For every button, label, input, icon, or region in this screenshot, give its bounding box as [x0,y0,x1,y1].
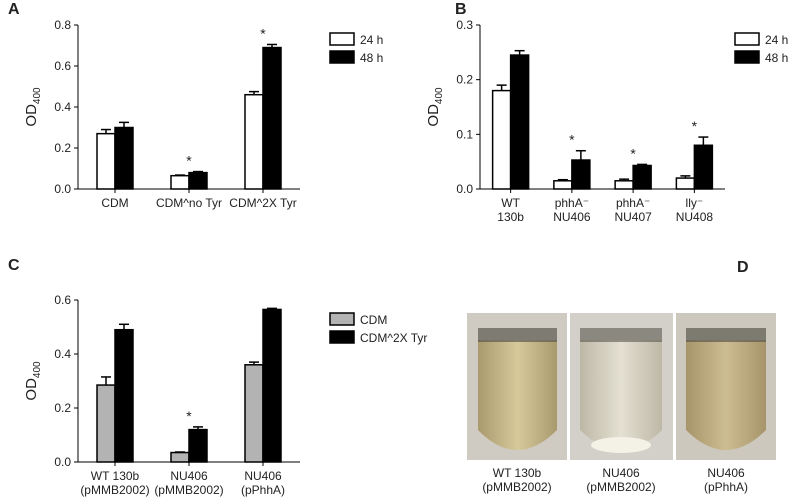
bar [553,180,573,190]
bar [188,428,208,463]
x-tick-label: NU406 [244,469,282,483]
y-tick-label: 0.2 [456,73,473,87]
legend-swatch [329,50,355,64]
y-axis-label-main: OD [425,104,442,127]
bar [693,144,714,190]
x-tick-label: CDM^2X Tyr [229,196,296,210]
photo-label: WT 130b [493,466,542,480]
photo-label: (pMMB2002) [586,480,655,494]
x-tick-label: (pMMB2002) [154,483,223,497]
bar [244,364,264,463]
y-tick-label: 0.8 [54,18,71,32]
significance-marker: * [692,118,698,134]
x-tick-label: CDM [101,196,128,210]
bar [188,171,208,190]
bar [262,46,282,190]
y-tick-label: 0.0 [54,182,71,196]
significance-marker: * [186,408,192,424]
legend-label: 24 h [360,33,383,47]
photo-label: (pPhhA) [704,480,748,494]
x-tick-label: NU406 [170,469,208,483]
bar [491,89,512,190]
legend-label: CDM^2X Tyr [360,331,427,345]
legend-swatch [329,32,355,46]
bar [170,174,190,190]
bar [571,159,591,190]
y-tick-label: 0.3 [456,18,473,32]
y-tick-label: 0.0 [456,182,473,196]
legend-swatch [734,32,760,46]
bar [114,328,134,463]
y-tick-label: 0.6 [54,293,71,307]
y-tick-label: 0.4 [54,347,71,361]
x-tick-label: (pPhhA) [241,483,285,497]
x-tick-label: NU408 [676,210,714,224]
bar [675,177,696,190]
bar [509,54,530,190]
panel-letter: C [8,257,20,274]
legend-label: 48 h [360,51,383,65]
photo-label: NU406 [707,466,745,480]
y-tick-label: 0.2 [54,401,71,415]
legend-label: CDM [360,313,387,327]
y-tick-label: 0.4 [54,100,71,114]
y-tick-label: 0.6 [54,59,71,73]
bar [262,308,282,463]
panel-letter: B [455,1,467,18]
bar [96,384,116,463]
x-tick-label: NU407 [614,210,652,224]
significance-marker: * [630,145,636,161]
x-tick-label: WT 130b [91,469,140,483]
legend-label: 24 h [765,33,788,47]
legend-swatch [734,50,760,64]
x-tick-label: WT [501,196,520,210]
y-axis-label: OD400 [23,361,43,401]
bar [614,180,634,190]
y-axis-label-main: OD [23,378,40,401]
bar [244,93,264,190]
x-tick-label: phhA⁻ [555,196,589,210]
bar [114,126,134,190]
y-tick-label: 0.2 [54,141,71,155]
y-axis-label-sub: 400 [32,361,43,378]
photo-label: (pMMB2002) [482,480,551,494]
y-axis-label-sub: 400 [434,87,445,104]
x-tick-label: NU406 [553,210,591,224]
y-axis-label-sub: 400 [32,87,43,104]
panel-letter: D [737,259,749,276]
x-tick-label: (pMMB2002) [80,483,149,497]
x-tick-label: phhA⁻ [616,196,650,210]
x-tick-label: 130b [497,210,524,224]
y-tick-label: 0.0 [54,455,71,469]
legend-label: 48 h [765,51,788,65]
photo [467,313,776,460]
significance-marker: * [186,153,192,169]
bar [170,451,190,463]
significance-marker: * [569,132,575,148]
y-axis-label: OD400 [425,87,445,127]
significance-marker: * [260,25,266,41]
x-tick-label: CDM^no Tyr [156,196,222,210]
y-tick-label: 0.1 [456,127,473,141]
photo-label: NU406 [602,466,640,480]
bar [632,164,652,190]
panel-letter: A [8,1,20,18]
x-tick-label: lly⁻ [686,196,704,210]
legend-swatch [329,312,355,326]
bar [96,132,116,190]
y-axis-label: OD400 [23,87,43,127]
y-axis-label-main: OD [23,104,40,127]
legend-swatch [329,330,355,344]
